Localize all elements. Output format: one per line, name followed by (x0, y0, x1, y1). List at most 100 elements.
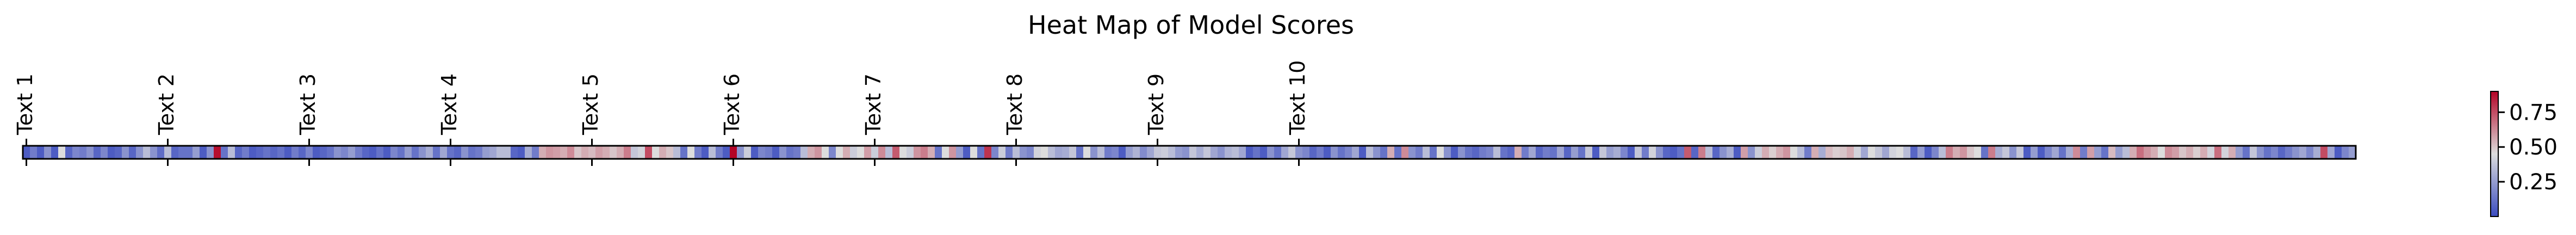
heatmap-cell (921, 146, 928, 159)
heatmap-cell (878, 146, 886, 159)
heatmap-cell (1097, 146, 1105, 159)
heatmap-cell (652, 146, 660, 159)
heatmap-cell (30, 146, 38, 159)
colorbar-tick-label: 0.25 (2509, 170, 2558, 195)
heatmap-cell (263, 146, 271, 159)
heatmap-cell (1175, 146, 1183, 159)
heatmap-cell (1437, 146, 1444, 159)
heatmap-cell (1967, 146, 1975, 159)
colorbar (2490, 91, 2499, 217)
heatmap-cell (1557, 146, 1565, 159)
heatmap-cell (2327, 146, 2335, 159)
heatmap-cell (1317, 146, 1324, 159)
heatmap-cell (1069, 146, 1077, 159)
heatmap-cell (666, 146, 674, 159)
heatmap-cell (1783, 146, 1791, 159)
heatmap-cell (1564, 146, 1572, 159)
heatmap-cell (617, 146, 624, 159)
heatmap-cell (143, 146, 151, 159)
heatmap-cell (1225, 146, 1232, 159)
heatmap-cell (949, 146, 957, 159)
heatmap-cell (2172, 146, 2180, 159)
heatmap-cell (702, 146, 709, 159)
heatmap-cell (1847, 146, 1854, 159)
heatmap-cell (228, 146, 235, 159)
heatmap-cell (779, 146, 787, 159)
heatmap-cell (1147, 146, 1154, 159)
heatmap-cell (1536, 146, 1543, 159)
heatmap-cell (2087, 146, 2095, 159)
heatmap-cell (86, 146, 94, 159)
heatmap-cell (1790, 146, 1798, 159)
heatmap-cell (892, 146, 900, 159)
heatmap-cell (1140, 146, 1147, 159)
heatmap-cell (1387, 146, 1395, 159)
heatmap-cell (765, 146, 773, 159)
heatmap-cell (284, 146, 292, 159)
heatmap-cell (815, 146, 822, 159)
heatmap-cell (1882, 146, 1890, 159)
heatmap-cell (1027, 146, 1034, 159)
heatmap-cell (44, 146, 52, 159)
heatmap-cell (1804, 146, 1812, 159)
heatmap-cell (1613, 146, 1621, 159)
heatmap-cell (1295, 146, 1303, 159)
heatmap-cell (475, 146, 483, 159)
heatmap-cell (1953, 146, 1960, 159)
heatmap-cell (1401, 146, 1409, 159)
heatmap-cell (306, 146, 313, 159)
heatmap-cell (1592, 146, 1600, 159)
heatmap-cell (58, 146, 66, 159)
heatmap-cell (1769, 146, 1777, 159)
heatmap-cell (334, 146, 342, 159)
heatmap-cell (2179, 146, 2187, 159)
heatmap-cell (1606, 146, 1614, 159)
heatmap-cell (1062, 146, 1070, 159)
heatmap-cell (1430, 146, 1437, 159)
heatmap-cell (150, 146, 158, 159)
heatmap-cell (1218, 146, 1225, 159)
heatmap-cell (496, 146, 504, 159)
heatmap-cell (907, 146, 914, 159)
heatmap-cell (291, 146, 299, 159)
heatmap-cell (178, 146, 186, 159)
heatmap-cell (751, 146, 759, 159)
heatmap-cell (2264, 146, 2271, 159)
heatmap-cell (221, 146, 228, 159)
heatmap-cell (2031, 146, 2038, 159)
heatmap-cell (694, 146, 702, 159)
heatmap-cell (1599, 146, 1607, 159)
heatmap-cell (1161, 146, 1169, 159)
heatmap-cell (1514, 146, 1522, 159)
heatmap-cell (2158, 146, 2165, 159)
heatmap-cell (313, 146, 320, 159)
heatmap-cell (2186, 146, 2194, 159)
heatmap-cell (51, 146, 59, 159)
heatmap-cell (1762, 146, 1770, 159)
heatmap-cell (101, 146, 108, 159)
heatmap-cell (461, 146, 469, 159)
heatmap-cell (2229, 146, 2236, 159)
heatmap-cell (1465, 146, 1473, 159)
heatmap-cell (1309, 146, 1317, 159)
heatmap-cell (1649, 146, 1656, 159)
heatmap-cell (1896, 146, 1904, 159)
heatmap-cell (1416, 146, 1423, 159)
heatmap-cell (2002, 146, 2010, 159)
heatmap-cell (1946, 146, 1953, 159)
heatmap-cell (631, 146, 638, 159)
heatmap-cell (2073, 146, 2081, 159)
heatmap-cell (383, 146, 391, 159)
heatmap-cell (2349, 146, 2356, 159)
heatmap-cell (2193, 146, 2201, 159)
heatmap-cell (1041, 146, 1048, 159)
heatmap-cell (1380, 146, 1388, 159)
heatmap-cell (207, 146, 214, 159)
heatmap-cell (595, 146, 603, 159)
heatmap-cell (1090, 146, 1098, 159)
heatmap-cell (2115, 146, 2123, 159)
heatmap-cell (129, 146, 136, 159)
heatmap-cell (405, 146, 412, 159)
heatmap-cell (1960, 146, 1967, 159)
